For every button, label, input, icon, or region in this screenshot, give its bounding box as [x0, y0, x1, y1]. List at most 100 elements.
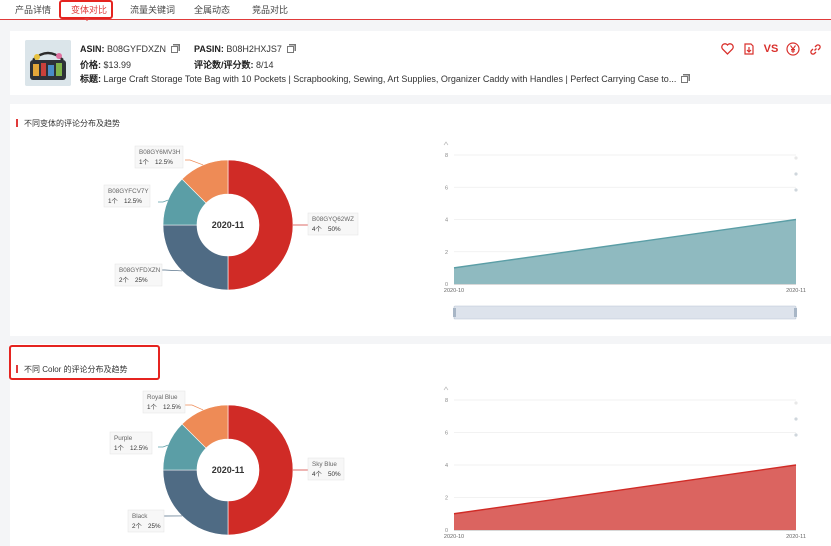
- y-tick-label: 6: [445, 431, 448, 437]
- y-tick-label: 2: [445, 496, 448, 502]
- x-tick-label: 2020-11: [786, 534, 806, 540]
- asin-label: ASIN:: [80, 44, 105, 54]
- price-row: 价格: $13.99: [80, 58, 131, 71]
- y-tick-label: 2: [445, 250, 448, 256]
- slice-count-label: 1个: [147, 403, 158, 411]
- tab-variant-compare[interactable]: 变体对比: [71, 5, 108, 15]
- price-button[interactable]: [785, 41, 801, 57]
- reviews-value: 8/14: [256, 60, 274, 70]
- slice-leader-line: [185, 159, 204, 166]
- y-axis-arrow-icon: [443, 141, 449, 146]
- legend-dot: [794, 433, 798, 437]
- vs-compare-button[interactable]: VS: [763, 43, 779, 55]
- slice-label-box: [103, 184, 151, 208]
- reviews-row: 评论数/评分数: 8/14: [194, 58, 274, 71]
- zoom-slider-handle: [794, 308, 797, 317]
- x-tick-label: 2020-10: [444, 288, 464, 294]
- slice-leader-line: [160, 269, 183, 272]
- slice-name-label: Sky Blue: [312, 461, 337, 468]
- zoom-slider: [453, 305, 797, 320]
- variant-trend-chart: 0 2 4 6 8 2020-10 2020-11: [443, 141, 806, 320]
- pasin-label: PASIN:: [194, 44, 224, 54]
- color-section-highlight: [9, 345, 160, 380]
- product-title: Large Craft Storage Tote Bag with 10 Poc…: [103, 74, 677, 84]
- slice-name-label: B08GYQ62WZ: [312, 216, 354, 223]
- y-tick-label: 6: [445, 185, 448, 191]
- link-icon: [809, 43, 821, 55]
- trend-line: [453, 218, 797, 269]
- copy-title-icon[interactable]: [681, 76, 689, 83]
- pasin-value: B08H2HXJS7: [226, 44, 282, 54]
- product-image[interactable]: [25, 40, 71, 86]
- slice-count-label: 2个: [132, 522, 143, 530]
- trend-area: [454, 219, 796, 284]
- slice-label-box: [134, 145, 184, 169]
- tab-product-detail[interactable]: 产品详情: [15, 5, 52, 15]
- slice-count-label: 1个: [114, 444, 125, 452]
- slice-count-label: 4个: [312, 225, 323, 233]
- section-title: 不同变体的评论分布及趋势: [16, 119, 120, 128]
- tab-bar: 产品详情 变体对比 流量关键词 全属动态 竞品对比: [0, 0, 831, 21]
- active-tab-caret-icon: [84, 18, 90, 21]
- legend-dot: [794, 188, 798, 192]
- link-button[interactable]: [807, 41, 823, 57]
- slice-leader-line: [158, 444, 169, 448]
- title-label: 标题:: [80, 74, 101, 84]
- copy-pasin-icon[interactable]: [286, 46, 294, 53]
- legend-dot: [794, 401, 798, 405]
- slice-label-box: [307, 212, 359, 236]
- slice-name-label: Purple: [114, 435, 133, 442]
- zoom-slider-handle: [453, 308, 456, 317]
- slice-name-label: B08GYFDXZN: [119, 267, 161, 274]
- legend-dot: [794, 172, 798, 176]
- slice-label-box: [114, 263, 163, 287]
- trend-area: [454, 465, 796, 530]
- active-tab-highlight: [59, 0, 113, 19]
- color-distribution-panel: 不同 Color 的评论分布及趋势 Sky Blue 4个 50% Black 2个 25…: [10, 344, 831, 546]
- slice-name-label: B08GYFCV7Y: [108, 188, 149, 195]
- heart-icon: [720, 43, 734, 55]
- slice-count-label: 2个: [119, 276, 130, 284]
- y-axis-arrow-icon: [443, 386, 449, 391]
- product-card: ASIN: B08GYFDXZN PASIN: B08H2HXJS7 价格: $…: [10, 31, 831, 95]
- slice-label-box: [127, 509, 165, 533]
- slice-label-box: [109, 431, 153, 455]
- section-title: 不同 Color 的评论分布及趋势: [16, 365, 128, 374]
- y-tick-label: 8: [445, 398, 448, 404]
- slice-percent-label: 12.5%: [124, 198, 142, 205]
- slice-percent-label: 12.5%: [130, 445, 148, 452]
- slice-percent-label: 25%: [135, 277, 148, 284]
- variant-distribution-panel: 不同变体的评论分布及趋势 B08GYQ62WZ 4个 50% B08GYFDXZN 2个…: [10, 104, 831, 336]
- donut-hole: [197, 194, 259, 256]
- slice-count-label: 4个: [312, 470, 323, 478]
- slice-count-label: 1个: [139, 158, 150, 166]
- x-tick-label: 2020-10: [444, 534, 464, 540]
- slice-percent-label: 50%: [328, 226, 341, 233]
- tab-all-activity[interactable]: 全属动态: [194, 5, 231, 15]
- color-trend-chart: 0 2 4 6 8 2020-10 2020-11: [443, 386, 806, 540]
- copy-asin-icon[interactable]: [171, 46, 179, 53]
- y-tick-label: 8: [445, 153, 448, 159]
- legend-dot: [794, 417, 798, 421]
- y-tick-label: 0: [445, 282, 448, 288]
- x-tick-label: 2020-11: [786, 288, 806, 294]
- slice-name-label: B08GY6MV3H: [139, 149, 181, 156]
- tab-competitor-compare[interactable]: 竞品对比: [252, 5, 289, 15]
- favorite-button[interactable]: [719, 41, 735, 57]
- variant-pie-chart: B08GYQ62WZ 4个 50% B08GYFDXZN 2个 25% B08GYFCV7Y…: [103, 145, 359, 291]
- slice-percent-label: 25%: [148, 523, 161, 530]
- price-label: 价格:: [80, 60, 101, 70]
- slice-leader-line: [158, 199, 169, 203]
- slice-label-box: [307, 457, 345, 481]
- donut-hole: [197, 439, 259, 501]
- slice-percent-label: 12.5%: [163, 404, 181, 411]
- donut-center-label: 2020-11: [212, 220, 245, 230]
- pasin-row: PASIN: B08H2HXJS7: [194, 44, 294, 54]
- product-actions: VS: [719, 41, 823, 57]
- yen-icon: [786, 42, 800, 56]
- slice-percent-label: 50%: [328, 471, 341, 478]
- tab-traffic-keywords[interactable]: 流量关键词: [130, 5, 176, 15]
- color-pie-chart: Sky Blue 4个 50% Black 2个 25% Purple 1个 12.5% Roya…: [109, 390, 345, 536]
- download-button[interactable]: [741, 41, 757, 57]
- asin-value: B08GYFDXZN: [107, 44, 167, 54]
